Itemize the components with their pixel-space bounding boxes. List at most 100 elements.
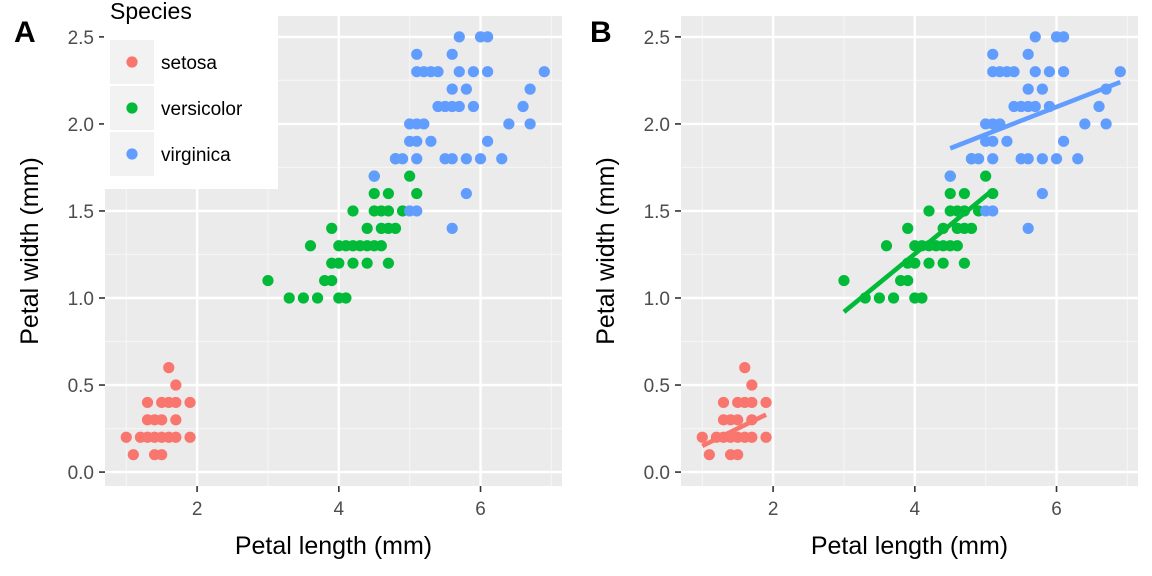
data-point-setosa	[760, 396, 772, 409]
data-point-virginica	[1022, 83, 1034, 95]
fit-line-virginica	[949, 80, 1122, 151]
data-point-virginica	[496, 153, 508, 165]
y-tick-label: 2.0	[68, 115, 94, 136]
data-point-virginica	[418, 118, 430, 130]
data-point-virginica	[1001, 135, 1013, 147]
data-point-versicolor	[958, 257, 971, 269]
data-point-versicolor	[262, 274, 274, 287]
data-point-virginica	[987, 153, 999, 165]
data-point-versicolor	[347, 205, 359, 217]
data-point-versicolor	[297, 292, 309, 304]
y-tick-label: 2.5	[644, 28, 670, 49]
x-tick-label: 6	[475, 499, 486, 520]
data-point-setosa	[156, 449, 168, 461]
data-point-versicolor	[838, 274, 850, 287]
data-point-setosa	[703, 449, 715, 461]
data-point-virginica	[1036, 187, 1048, 200]
fit-line-setosa	[701, 412, 768, 449]
x-tick-label: 2	[768, 499, 779, 520]
data-point-virginica	[482, 135, 494, 147]
data-point-virginica	[411, 153, 423, 165]
data-point-versicolor	[361, 222, 373, 234]
data-point-virginica	[446, 222, 458, 234]
y-tick-label: 1.5	[68, 202, 94, 223]
data-point-virginica	[987, 135, 999, 147]
data-point-virginica	[482, 66, 494, 78]
data-point-virginica	[482, 31, 494, 43]
data-point-virginica	[446, 153, 458, 165]
data-point-versicolor	[347, 257, 359, 269]
data-point-virginica	[1058, 66, 1070, 78]
data-point-setosa	[170, 396, 182, 409]
data-point-virginica	[474, 153, 487, 165]
data-point-setosa	[746, 396, 758, 409]
data-point-virginica	[987, 205, 999, 217]
panel-b: 2 4 6 0.0 0.5 1.0 1.5 2.0 2.5 Petal length (mm) Pe…	[590, 16, 1138, 560]
data-point-versicolor	[382, 257, 395, 269]
legend-key-setosa	[126, 56, 138, 68]
data-point-setosa	[163, 362, 175, 374]
data-point-virginica	[1029, 31, 1041, 43]
y-axis-title: Petal width (mm)	[592, 157, 620, 345]
data-point-virginica	[1022, 222, 1034, 234]
data-point-virginica	[467, 100, 480, 113]
data-point-versicolor	[944, 187, 956, 200]
data-point-virginica	[1029, 66, 1041, 78]
data-point-setosa	[141, 396, 154, 409]
data-point-versicolor	[880, 240, 893, 252]
data-point-versicolor	[361, 257, 373, 269]
y-tick-label: 0.0	[644, 463, 670, 484]
data-point-versicolor	[411, 187, 423, 200]
data-point-versicolor	[326, 274, 338, 287]
y-tick-label: 0.0	[68, 463, 94, 484]
data-point-setosa	[156, 414, 168, 426]
y-tick-label: 1.5	[644, 202, 670, 223]
data-point-virginica	[1022, 48, 1034, 60]
panel-a: 2 4 6 0.0 0.5 1.0 1.5 2.0 2.5 Petal length (mm) Pe…	[14, 16, 562, 560]
data-point-versicolor	[311, 292, 324, 304]
data-point-setosa	[696, 431, 708, 443]
data-point-virginica	[453, 31, 465, 43]
data-point-virginica	[1079, 118, 1091, 130]
data-point-virginica	[446, 48, 458, 60]
data-point-setosa	[732, 414, 744, 426]
data-point-versicolor	[326, 222, 338, 234]
data-point-virginica	[972, 153, 985, 165]
data-point-virginica	[396, 153, 409, 165]
data-point-versicolor	[902, 222, 914, 234]
data-point-virginica	[432, 66, 444, 78]
data-point-versicolor	[887, 292, 900, 304]
data-point-virginica	[460, 153, 472, 165]
data-point-virginica	[1022, 153, 1034, 165]
y-tick-label: 2.5	[68, 28, 94, 49]
data-point-virginica	[1050, 153, 1063, 165]
data-point-setosa	[170, 431, 182, 443]
data-point-setosa	[739, 362, 751, 374]
data-point-virginica	[1008, 66, 1020, 78]
data-point-virginica	[411, 48, 423, 60]
y-tick-label: 2.0	[644, 115, 670, 136]
data-point-virginica	[1058, 31, 1070, 43]
data-point-virginica	[1072, 153, 1084, 165]
data-point-virginica	[460, 187, 472, 200]
data-point-versicolor	[965, 222, 978, 234]
data-point-setosa	[127, 449, 139, 461]
data-point-virginica	[425, 135, 437, 147]
data-point-setosa	[120, 431, 132, 443]
data-point-virginica	[453, 100, 465, 113]
panel-tag: B	[590, 16, 612, 49]
data-point-versicolor	[873, 292, 885, 304]
legend: Species setosa versicolor virginica	[104, 0, 278, 189]
y-axis-title: Petal width (mm)	[16, 157, 44, 345]
data-point-setosa	[184, 431, 196, 443]
x-axis-title: Petal length (mm)	[235, 532, 432, 560]
y-tick-label: 1.0	[68, 289, 94, 310]
fit-line-versicolor	[842, 188, 995, 314]
legend-key-versicolor	[126, 102, 138, 114]
data-point-setosa	[746, 431, 758, 443]
data-point-virginica	[1114, 66, 1126, 78]
data-point-versicolor	[951, 240, 963, 252]
legend-label-versicolor: versicolor	[161, 99, 243, 120]
data-point-versicolor	[404, 170, 416, 182]
